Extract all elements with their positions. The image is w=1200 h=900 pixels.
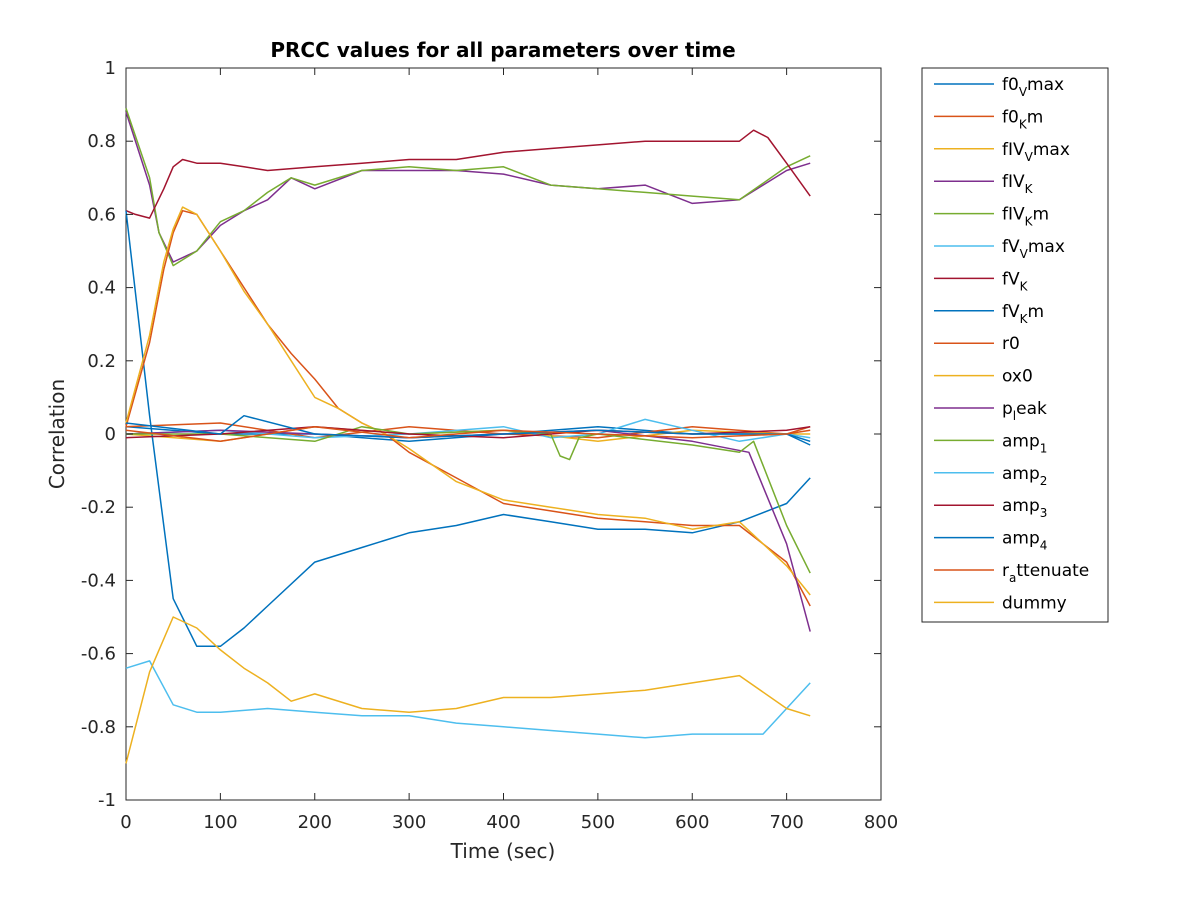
legend-label: fIVVmax (1002, 140, 1070, 164)
x-tick-label: 0 (120, 812, 131, 833)
legend-entry: ox0 (934, 367, 1033, 387)
series-line-15 (125, 414, 811, 443)
legend-label: amp1 (1002, 431, 1047, 455)
series-line-5 (125, 108, 811, 267)
legend-entry: fIVK (934, 172, 1034, 196)
legend-label: dummy (1002, 593, 1067, 613)
legend-label: r0 (1002, 334, 1020, 354)
x-tick-label: 400 (486, 812, 520, 833)
legend-label: fVVmax (1002, 237, 1065, 261)
legend-entry: dummy (934, 593, 1067, 613)
y-tick-label: -0.6 (81, 644, 116, 665)
legend-label: fVK (1002, 269, 1029, 293)
y-tick-label: 0.2 (87, 351, 116, 372)
series-line-12 (126, 425, 811, 574)
series-line-6 (125, 418, 811, 443)
x-tick-label: 600 (675, 812, 709, 833)
series-line-16 (125, 425, 811, 443)
legend-entry: amp1 (934, 431, 1047, 455)
series-line-7 (125, 129, 811, 219)
series-line-10 (125, 206, 811, 596)
legend: f0Vmax f0Km fIVVmax fIVK fIVKm fVVmax fVK fVKm r… (921, 67, 1109, 623)
legend-entry: f0Km (934, 107, 1043, 131)
x-tick-label: 500 (581, 812, 615, 833)
legend-label: fVKm (1002, 302, 1044, 326)
legend-label: fIVK (1002, 172, 1034, 196)
legend-label: pleak (1002, 399, 1047, 423)
y-tick-label: 1 (105, 58, 116, 79)
legend-box (921, 67, 1109, 623)
legend-label: amp3 (1002, 496, 1047, 520)
legend-items: f0Vmax f0Km fIVVmax fIVK fIVKm fVVmax fVK fVKm r… (934, 75, 1089, 613)
legend-entry: fIVVmax (934, 140, 1070, 164)
plot-area: 0 100 200 300 400 500 600 700 800 -1 -0.8 -0.6 -0.4 -… (81, 58, 898, 833)
legend-entry: fIVKm (934, 205, 1049, 229)
y-axis-label: Correlation (45, 379, 69, 489)
legend-label: fIVKm (1002, 205, 1049, 229)
x-tick-label: 300 (392, 812, 426, 833)
series-line-17 (125, 616, 811, 764)
x-tick-label: 700 (769, 812, 803, 833)
legend-entry: pleak (934, 399, 1047, 423)
x-tick-label: 100 (203, 812, 237, 833)
series-line-8 (125, 210, 811, 648)
series-line-13 (125, 660, 811, 739)
y-tick-label: 0.8 (87, 131, 116, 152)
legend-label: f0Km (1002, 107, 1043, 131)
y-tick-label: 0 (105, 424, 116, 445)
series-layer (125, 108, 811, 764)
series-line-14 (125, 425, 811, 439)
legend-entry: rattenuate (934, 561, 1089, 585)
x-tick-label: 800 (864, 812, 898, 833)
y-tick-label: 0.4 (87, 278, 116, 299)
axis-layer: 0 100 200 300 400 500 600 700 800 -1 -0.8 -0.6 -0.4 -… (81, 58, 898, 833)
legend-entry: fVVmax (934, 237, 1065, 261)
legend-entry: amp4 (934, 529, 1047, 553)
legend-label: amp4 (1002, 529, 1047, 553)
chart-title: PRCC values for all parameters over time (270, 38, 735, 62)
y-tick-label: 0.6 (87, 204, 116, 225)
legend-label: rattenuate (1002, 561, 1089, 585)
legend-entry: amp2 (934, 464, 1047, 488)
legend-entry: amp3 (934, 496, 1047, 520)
y-tick-label: -0.4 (81, 570, 116, 591)
x-tick-label: 200 (298, 812, 332, 833)
legend-entry: r0 (934, 334, 1020, 354)
y-tick-label: -0.8 (81, 717, 116, 738)
x-axis-label: Time (sec) (450, 839, 556, 863)
legend-entry: fVKm (934, 302, 1044, 326)
y-tick-label: -1 (98, 790, 116, 811)
legend-label: ox0 (1002, 367, 1033, 387)
legend-label: amp2 (1002, 464, 1047, 488)
legend-label: f0Vmax (1002, 75, 1064, 99)
legend-entry: f0Vmax (934, 75, 1064, 99)
y-tick-label: -0.2 (81, 497, 116, 518)
legend-entry: fVK (934, 269, 1029, 293)
